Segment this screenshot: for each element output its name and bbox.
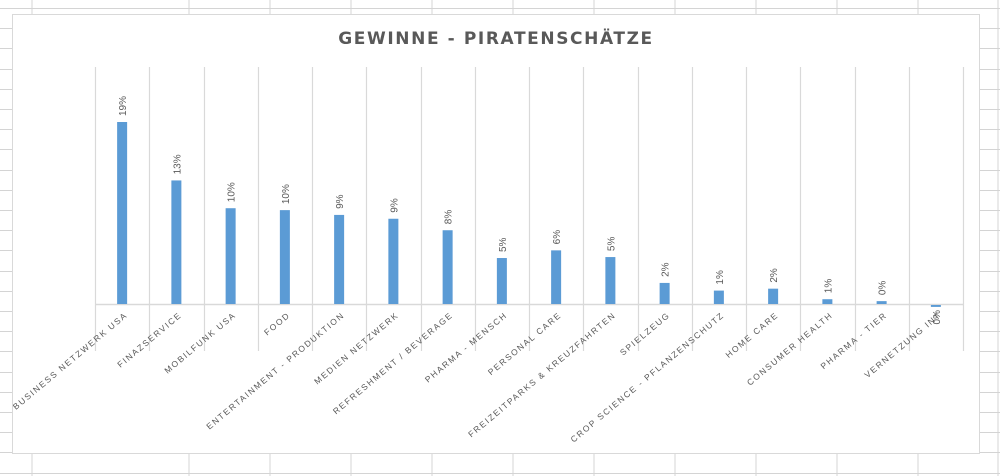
data-label: 19%	[118, 96, 129, 116]
bar[interactable]	[768, 288, 779, 304]
category-label: CONSUMER HEALTH	[745, 310, 835, 388]
bar[interactable]	[117, 122, 128, 304]
bar[interactable]	[822, 299, 833, 304]
category-label: FOOD	[262, 310, 292, 338]
data-label: 5%	[498, 237, 509, 252]
bar[interactable]	[388, 218, 399, 304]
bar[interactable]	[334, 214, 345, 304]
data-label: 0%	[878, 281, 889, 296]
bar[interactable]	[225, 208, 236, 304]
data-label: 5%	[606, 237, 617, 252]
bar[interactable]	[171, 180, 182, 304]
data-label: 2%	[769, 268, 780, 283]
data-label: 0%	[932, 310, 943, 325]
data-label: 9%	[335, 194, 346, 209]
bar[interactable]	[876, 301, 887, 304]
bar[interactable]	[930, 305, 941, 307]
data-label: 10%	[281, 184, 292, 204]
chart-area[interactable]: GEWINNE - PIRATENSCHÄTZE 19% BUSINESS NET…	[12, 14, 980, 454]
bar[interactable]	[496, 258, 507, 304]
data-label: 10%	[227, 182, 238, 202]
data-label: 1%	[823, 279, 834, 294]
category-label: REFRESHMENT / BEVERAGE	[331, 310, 455, 416]
chart-title: GEWINNE - PIRATENSCHÄTZE	[338, 29, 654, 49]
category-label: HOME CARE	[724, 310, 781, 360]
bar[interactable]	[442, 230, 453, 304]
data-label: 1%	[715, 270, 726, 285]
category-label: BUSINESS NETZWERK USA	[13, 310, 129, 412]
bar[interactable]	[279, 210, 290, 304]
data-label: 2%	[661, 262, 672, 277]
data-label: 13%	[172, 154, 183, 174]
bar[interactable]	[605, 257, 616, 304]
data-label: 6%	[552, 230, 563, 245]
bar[interactable]	[713, 290, 724, 304]
data-label: 9%	[389, 198, 400, 213]
bar[interactable]	[659, 282, 670, 304]
category-label: SPIELZEUG	[618, 310, 672, 358]
plot-area: 19%BUSINESS NETZWERK USA13%FINAZSERVICE1…	[13, 67, 965, 444]
data-label: 8%	[444, 210, 455, 225]
bar[interactable]	[551, 250, 562, 304]
